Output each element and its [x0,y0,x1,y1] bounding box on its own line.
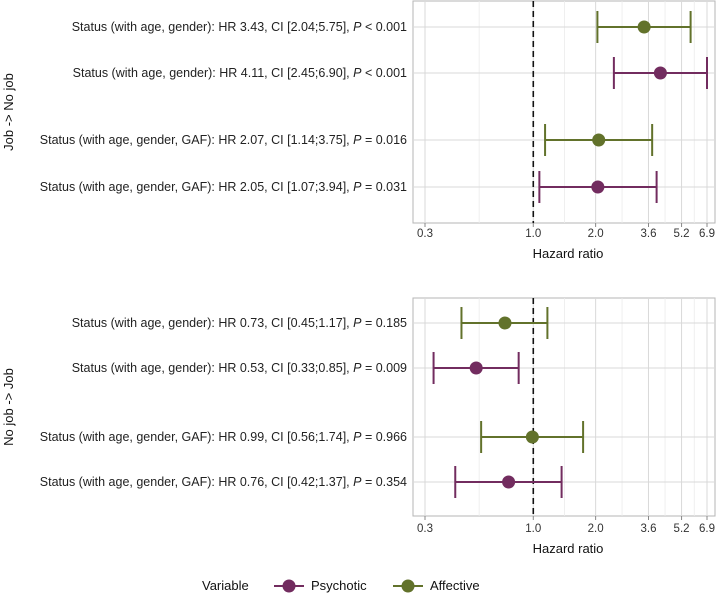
row-label-p-symbol: P [353,430,362,444]
x-tick-label: 3.6 [640,523,656,535]
panel-no-job-to-job: Status (with age, gender): HR 0.73, CI [… [1,297,716,556]
row-label-main: Status (with age, gender, GAF): HR 0.99,… [40,430,353,444]
x-tick-label: 2.0 [588,228,604,240]
row-label-p-symbol: P [353,180,362,194]
panel-job-to-no-job: Status (with age, gender): HR 3.43, CI [… [1,0,716,261]
row-label-p-value: = 0.016 [361,133,407,147]
row-label: Status (with age, gender, GAF): HR 0.99,… [40,430,407,444]
legend-swatch-dot-psychotic [282,579,296,593]
x-axis-title: Hazard ratio [533,541,604,556]
legend-label-psychotic: Psychotic [311,578,367,593]
row-label-p-value: < 0.001 [361,20,407,34]
row-label: Status (with age, gender, GAF): HR 0.76,… [40,475,407,489]
row-label: Status (with age, gender, GAF): HR 2.05,… [40,180,407,194]
row-label-main: Status (with age, gender): HR 3.43, CI [… [72,20,353,34]
x-tick-label: 5.2 [674,228,690,240]
row-label-main: Status (with age, gender, GAF): HR 0.76,… [40,475,353,489]
row-label-main: Status (with age, gender): HR 4.11, CI [… [73,66,353,80]
row-label-main: Status (with age, gender): HR 0.73, CI [… [72,316,353,330]
x-tick-label: 1.0 [525,523,541,535]
x-tick-label: 3.6 [640,228,656,240]
hr-point-psychotic [502,475,516,489]
row-label-p-value: = 0.966 [361,430,407,444]
x-tick-label: 5.2 [674,523,690,535]
x-tick-label: 6.9 [699,228,715,240]
row-label-p-symbol: P [353,133,362,147]
row-label: Status (with age, gender, GAF): HR 2.07,… [40,133,407,147]
x-tick-label: 2.0 [588,523,604,535]
row-label-p-value: < 0.001 [361,66,407,80]
row-label-main: Status (with age, gender): HR 0.53, CI [… [72,361,353,375]
row-label-p-symbol: P [353,475,362,489]
legend-title: Variable [202,578,249,593]
group-label: No job -> Job [1,368,16,446]
group-label: Job -> No job [1,73,16,151]
row-label: Status (with age, gender): HR 3.43, CI [… [72,20,407,34]
row-label-p-value: = 0.031 [361,180,407,194]
panel-frame [412,0,716,224]
row-label-p-symbol: P [353,316,362,330]
x-tick-label: 0.3 [417,523,433,535]
x-tick-label: 6.9 [699,523,715,535]
row-label-p-value: = 0.185 [361,316,407,330]
row-label-p-value: = 0.354 [361,475,407,489]
row-label-main: Status (with age, gender, GAF): HR 2.07,… [40,133,353,147]
row-label: Status (with age, gender): HR 4.11, CI [… [73,66,407,80]
row-label-p-symbol: P [353,66,362,80]
hr-point-psychotic [591,180,605,194]
hr-point-affective [498,316,512,330]
hr-point-psychotic [469,361,483,375]
legend-item-affective: Affective [393,578,480,593]
x-tick-label: 0.3 [417,228,433,240]
row-label: Status (with age, gender): HR 0.53, CI [… [72,361,407,375]
hr-point-affective [592,133,606,147]
x-tick-label: 1.0 [525,228,541,240]
x-axis-title: Hazard ratio [533,246,604,261]
legend: Variable Psychotic Affective [202,578,480,593]
row-label-p-symbol: P [353,361,362,375]
hr-point-affective [525,430,539,444]
panel-frame [412,297,716,517]
legend-swatch-dot-affective [401,579,415,593]
hr-point-psychotic [653,66,667,80]
legend-label-affective: Affective [430,578,480,593]
legend-item-psychotic: Psychotic [274,578,367,593]
row-label-p-symbol: P [353,20,362,34]
row-label: Status (with age, gender): HR 0.73, CI [… [72,316,407,330]
hr-point-affective [637,20,651,34]
row-label-main: Status (with age, gender, GAF): HR 2.05,… [40,180,353,194]
row-label-p-value: = 0.009 [361,361,407,375]
